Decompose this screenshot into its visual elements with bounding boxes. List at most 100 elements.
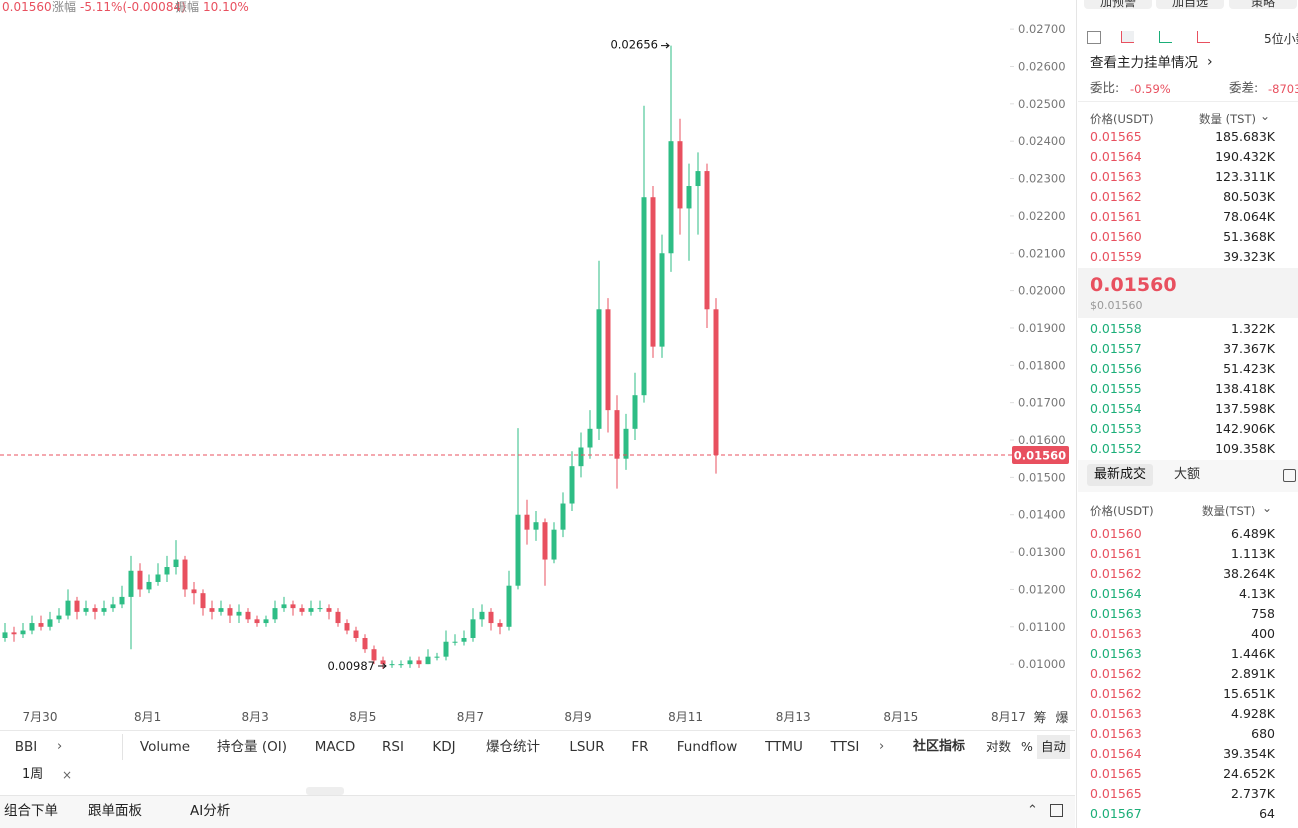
book-header: 价格(USDT) <box>1090 112 1154 126</box>
book-qty: 1.322K <box>1231 321 1275 336</box>
y-tick-label: 0.01800 <box>1018 358 1066 372</box>
trade-qty: 2.737K <box>1231 786 1275 801</box>
candle-body <box>677 141 683 209</box>
indicator-tab[interactable]: 爆仓统计 <box>486 739 540 755</box>
candle-body <box>335 611 341 624</box>
book-header: 数量 (TST) <box>1199 112 1256 126</box>
icon[interactable] <box>1050 804 1063 817</box>
y-tick-label: 0.01100 <box>1018 620 1066 634</box>
candle-body <box>200 593 206 609</box>
axis-button: 筹 <box>1033 710 1046 726</box>
separator <box>1078 101 1298 102</box>
indicator-tab[interactable]: RSI <box>382 739 404 755</box>
trade-qty: 15.651K <box>1223 686 1275 701</box>
candle-body <box>83 608 89 612</box>
x-tick-label: 7月30 <box>23 710 58 724</box>
book-price: 0.01552 <box>1090 441 1142 456</box>
indicator-tool[interactable]: 对数 <box>986 739 1012 754</box>
y-tick-label: 0.02400 <box>1018 134 1066 148</box>
candle-body <box>263 619 269 624</box>
arrow <box>661 42 670 49</box>
candle-body <box>236 611 242 616</box>
y-tick-label: 0.02600 <box>1018 59 1066 73</box>
close-icon[interactable]: × <box>62 768 73 782</box>
indicator-tool[interactable]: % <box>1021 739 1033 754</box>
side-button[interactable]: 加预警 <box>1084 0 1152 9</box>
book-layout-icon[interactable] <box>1197 31 1210 43</box>
book-price: 0.01563 <box>1090 169 1142 184</box>
candle-body <box>470 619 476 638</box>
candle-body <box>299 608 305 612</box>
trade-tab[interactable]: 最新成交 <box>1087 464 1154 486</box>
book-layout-icon[interactable] <box>1121 31 1134 43</box>
indicator-tab[interactable]: 持仓量 (OI) <box>217 739 287 755</box>
trade-qty: 1.113K <box>1231 546 1275 561</box>
candle-body <box>137 570 143 590</box>
trade-qty: 758 <box>1251 606 1275 621</box>
link[interactable]: 查看主力挂单情况 <box>1090 55 1198 71</box>
indicator-tab[interactable]: Fundflow <box>676 739 738 755</box>
interval-tab[interactable]: 1周 <box>22 767 44 782</box>
indicator-tab[interactable]: MACD <box>314 739 356 755</box>
indicator-tab[interactable]: TTMU <box>765 739 803 755</box>
indicator-tab[interactable]: Volume <box>139 739 191 755</box>
book-qty: 51.423K <box>1223 361 1275 376</box>
candle-body <box>362 637 368 650</box>
book-qty: 39.323K <box>1223 249 1275 264</box>
book-price: 0.01559 <box>1090 249 1142 264</box>
indicator-tool[interactable]: 社区指标 <box>913 739 966 754</box>
candle-body <box>308 608 314 612</box>
book-price: 0.01564 <box>1090 149 1142 164</box>
side-button[interactable]: 加自选 <box>1156 0 1224 9</box>
chevron: ⌄ <box>1262 501 1273 515</box>
candle-body <box>605 309 611 411</box>
trade-tab[interactable]: 大额 <box>1174 467 1201 482</box>
book-qty: 142.906K <box>1215 421 1275 436</box>
book-qty: 78.064K <box>1223 209 1275 224</box>
book-qty: 109.358K <box>1215 441 1275 456</box>
decimals[interactable]: 5位小数 <box>1264 32 1298 46</box>
candle-body <box>560 503 566 530</box>
candle-body <box>650 197 656 347</box>
candle-body <box>146 581 152 590</box>
indicator-tab[interactable]: FR <box>631 739 649 755</box>
trade-price: 0.01563 <box>1090 646 1142 661</box>
indicator-tool[interactable]: 自动 <box>1037 735 1071 759</box>
book-price: 0.01560 <box>1090 229 1142 244</box>
candle-body <box>488 611 494 624</box>
book-price: 0.01558 <box>1090 321 1142 336</box>
value: -0.59% <box>1130 82 1171 96</box>
indicator-tab[interactable]: TTSI <box>830 739 860 755</box>
drag-handle[interactable] <box>306 787 344 795</box>
indicator-tab[interactable]: KDJ <box>432 739 456 755</box>
axis-button: 爆 <box>1055 711 1068 726</box>
y-tick-label: 0.01000 <box>1018 657 1066 671</box>
trade-qty: 4.928K <box>1231 706 1275 721</box>
header-label: 振幅 <box>175 0 200 14</box>
candle-body <box>479 611 485 620</box>
trade-price: 0.01563 <box>1090 626 1142 641</box>
book-layout-icon[interactable] <box>1159 31 1172 43</box>
indicator-tab[interactable]: BBI <box>14 739 38 755</box>
trade-qty: 680 <box>1251 726 1275 741</box>
bottom-tab[interactable]: 组合下单 <box>4 803 58 819</box>
candle-body <box>101 608 107 612</box>
candle-body <box>209 608 215 612</box>
header-value: 10.10% <box>203 0 249 14</box>
icon[interactable]: ⌃ <box>1027 803 1038 818</box>
bottom-tab[interactable]: AI分析 <box>190 803 231 819</box>
indicator-tab[interactable]: LSUR <box>569 739 605 755</box>
trade-qty: 64 <box>1259 806 1275 821</box>
checkbox[interactable] <box>1283 469 1296 482</box>
side-button[interactable]: 策略 <box>1229 0 1297 9</box>
trade-price: 0.01567 <box>1090 806 1142 821</box>
candle-body <box>623 428 629 459</box>
header-label: 涨幅 <box>52 0 77 14</box>
candle-body <box>173 559 179 568</box>
book-qty: 80.503K <box>1223 189 1275 204</box>
bottom-tab[interactable]: 跟单面板 <box>88 803 142 819</box>
book-layout-icon[interactable] <box>1087 31 1101 44</box>
candle-body <box>326 608 332 612</box>
candle-body <box>587 428 593 448</box>
